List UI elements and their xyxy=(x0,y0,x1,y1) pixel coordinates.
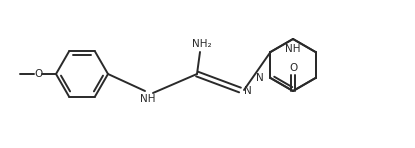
Text: O: O xyxy=(34,69,42,79)
Text: NH: NH xyxy=(140,94,156,104)
Text: N: N xyxy=(256,73,264,83)
Text: NH₂: NH₂ xyxy=(192,39,212,49)
Text: O: O xyxy=(289,63,297,73)
Text: N: N xyxy=(244,86,252,96)
Text: NH: NH xyxy=(285,44,301,54)
